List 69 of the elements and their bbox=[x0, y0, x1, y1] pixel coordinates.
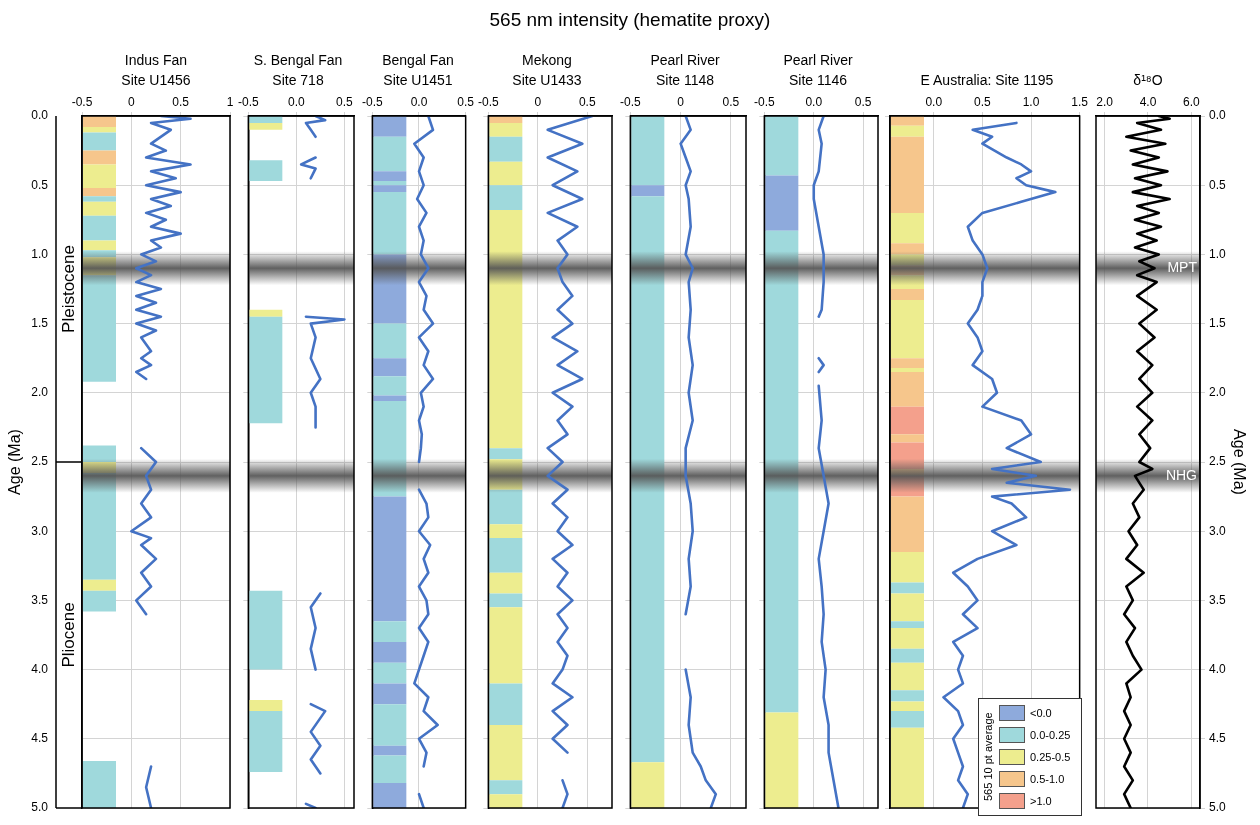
x-tick-label: 6.0 bbox=[1182, 95, 1200, 110]
x-tick-label: 2.0 bbox=[1096, 95, 1114, 110]
y2-tick-label: 3.5 bbox=[1209, 592, 1227, 607]
y2-tick-label: 1.0 bbox=[1209, 246, 1227, 261]
chart-title: S. Bengal Fan Site 718 bbox=[252, 51, 344, 90]
y-tick-label: 1.5 bbox=[31, 315, 49, 330]
chart-title: Pearl River Site 1146 bbox=[782, 51, 854, 90]
y2-tick-label: 2.0 bbox=[1209, 385, 1227, 400]
ref-line-label: MPT bbox=[1167, 259, 1198, 276]
category-label: 0.25-0.5 bbox=[1030, 751, 1071, 763]
x-tick-label: -0.5 bbox=[362, 95, 383, 110]
x-tick-label: 0.5 bbox=[336, 95, 354, 110]
y-axis-title: Age (Ma) bbox=[6, 429, 24, 495]
x-tick-label: 1.5 bbox=[1071, 95, 1089, 110]
x-tick-label: 0.0 bbox=[410, 95, 428, 110]
category-label: 0.0-0.25 bbox=[1030, 729, 1071, 741]
x-tick-label: 0.0 bbox=[925, 95, 943, 110]
x-tick-label: 0 bbox=[677, 95, 685, 110]
y-tick-label: 3.0 bbox=[31, 523, 49, 538]
x-tick-label: 0.0 bbox=[805, 95, 823, 110]
chart-title: Pearl River Site 1148 bbox=[649, 51, 721, 90]
chart-title: Mekong Site U1433 bbox=[511, 51, 583, 90]
category-label: <0.0 bbox=[1030, 707, 1052, 719]
x-tick-label: 4.0 bbox=[1139, 95, 1157, 110]
x-tick-label: 0.5 bbox=[457, 95, 475, 110]
y-tick-label: 4.0 bbox=[31, 661, 49, 676]
chart-title: E Australia: Site 1195 bbox=[919, 71, 1055, 90]
x-tick-label: 0 bbox=[127, 95, 135, 110]
x-tick-label: 0.5 bbox=[854, 95, 872, 110]
x-tick-label: -0.5 bbox=[478, 95, 499, 110]
y2-axis-title: Age (Ma) bbox=[1230, 429, 1248, 495]
text: Pleistocene bbox=[58, 245, 78, 333]
x-tick-label: 0.5 bbox=[578, 95, 596, 110]
y-tick-label: 2.5 bbox=[31, 454, 49, 469]
x-tick-label: 0.0 bbox=[288, 95, 306, 110]
chart-title: δ¹⁸O bbox=[1132, 71, 1164, 90]
y-tick-label: 2.0 bbox=[31, 385, 49, 400]
y-tick-label: 0.0 bbox=[31, 108, 49, 123]
chart-title: Indus Fan Site U1456 bbox=[120, 51, 192, 90]
category-label: >1.0 bbox=[1030, 795, 1052, 807]
y2-tick-label: 0.0 bbox=[1209, 108, 1227, 123]
y2-tick-label: 5.0 bbox=[1209, 800, 1227, 815]
y-tick-label: 1.0 bbox=[31, 246, 49, 261]
x-tick-label: -0.5 bbox=[238, 95, 259, 110]
text: Pliocene bbox=[58, 602, 78, 668]
legend-title: 565 10 pt average bbox=[981, 711, 995, 804]
chart-title: Bengal Fan Site U1451 bbox=[381, 51, 455, 90]
x-tick-label: -0.5 bbox=[620, 95, 641, 110]
x-tick-label: -0.5 bbox=[754, 95, 775, 110]
x-tick-label: 1.0 bbox=[1022, 95, 1040, 110]
x-tick-label: 0.5 bbox=[172, 95, 190, 110]
x-tick-label: 0 bbox=[534, 95, 542, 110]
y-tick-label: 0.5 bbox=[31, 177, 49, 192]
y2-tick-label: 2.5 bbox=[1209, 454, 1227, 469]
y2-tick-label: 0.5 bbox=[1209, 177, 1227, 192]
ref-line-label: NHG bbox=[1165, 466, 1197, 483]
x-tick-label: 0.5 bbox=[722, 95, 740, 110]
x-tick-label: -0.5 bbox=[71, 95, 93, 110]
y2-tick-label: 4.5 bbox=[1209, 731, 1227, 746]
y2-tick-label: 4.0 bbox=[1209, 661, 1227, 676]
y2-tick-label: 1.5 bbox=[1209, 315, 1227, 330]
y-tick-label: 4.5 bbox=[31, 731, 49, 746]
y-tick-label: 3.5 bbox=[31, 592, 49, 607]
text: 565 nm intensity (hematite proxy) bbox=[488, 8, 772, 32]
category-label: 0.5-1.0 bbox=[1030, 773, 1065, 785]
x-tick-label: 0.5 bbox=[974, 95, 992, 110]
y2-tick-label: 3.0 bbox=[1209, 523, 1227, 538]
y-tick-label: 5.0 bbox=[31, 800, 49, 815]
x-tick-label: 1 bbox=[226, 95, 234, 110]
